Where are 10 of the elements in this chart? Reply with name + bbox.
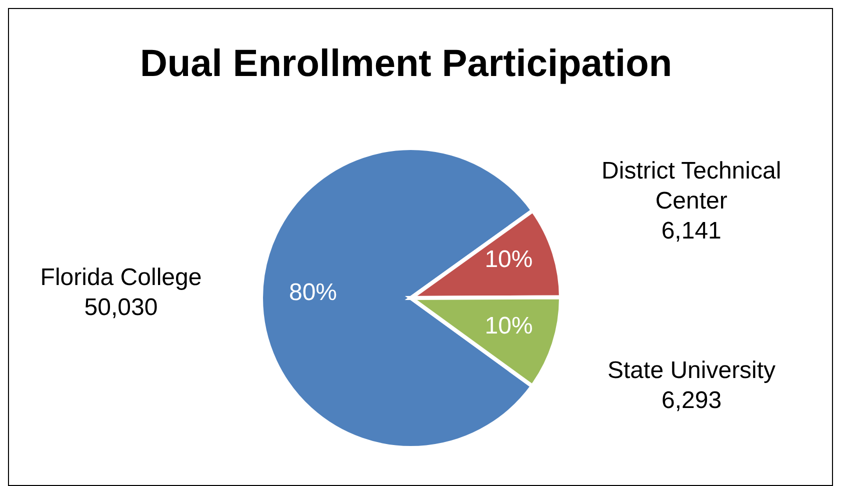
slice-label: Florida College bbox=[40, 264, 202, 291]
text: 10% bbox=[484, 246, 533, 274]
text: 10% bbox=[484, 312, 533, 340]
data-label: 6,141 bbox=[661, 216, 722, 244]
slice-label: District Technical Center bbox=[602, 156, 782, 214]
chart-title: Dual Enrollment Participation bbox=[140, 43, 672, 85]
data-label: 6,293 bbox=[662, 386, 722, 414]
text: 80% bbox=[288, 279, 338, 306]
data-label: 50,030 bbox=[84, 294, 158, 321]
slice-label: State University bbox=[608, 356, 776, 384]
